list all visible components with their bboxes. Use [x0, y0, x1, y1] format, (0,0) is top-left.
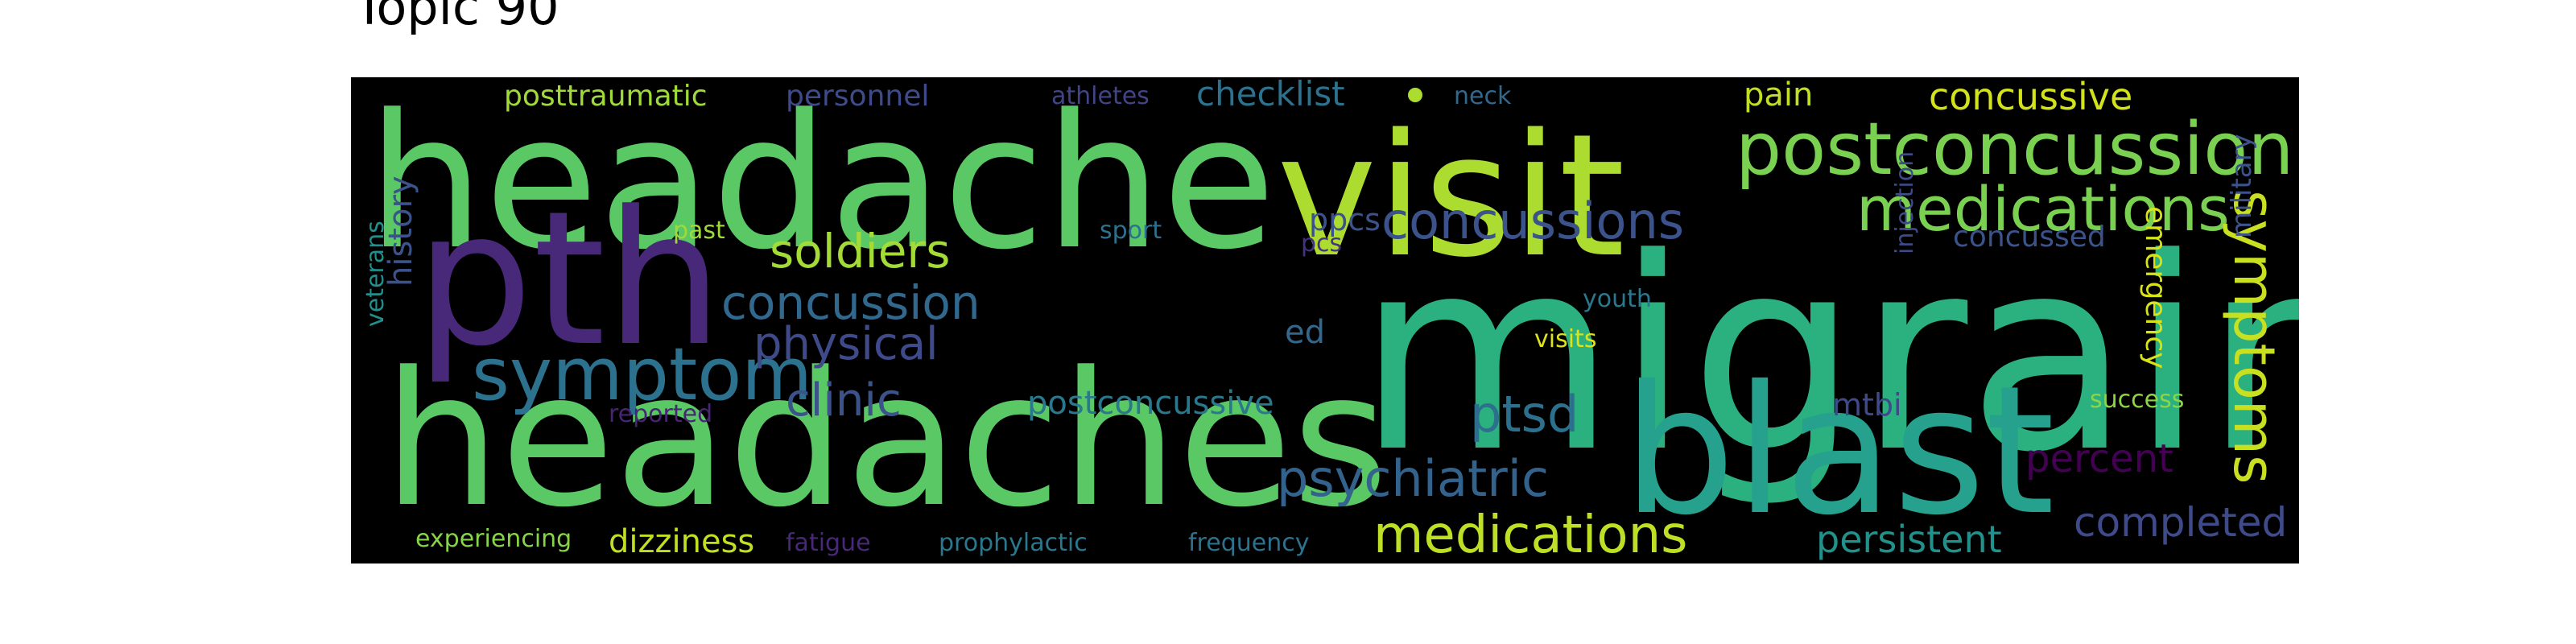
word-soldiers: soldiers — [770, 224, 951, 279]
word-personnel: personnel — [786, 80, 929, 113]
figure-title: Topic 90 — [354, 0, 559, 36]
word-sport: sport — [1100, 217, 1162, 245]
word-past: past — [673, 217, 725, 245]
word-percent: percent — [2025, 436, 2174, 481]
word-concussive: concussive — [1929, 77, 2132, 118]
word-history: history — [382, 175, 419, 287]
word-neck: neck — [1454, 82, 1512, 110]
stray-dot — [1408, 88, 1422, 102]
word-success: success — [2090, 386, 2184, 414]
word-mtbi: mtbi — [1832, 387, 1902, 423]
word-medications: medications — [1373, 506, 1687, 564]
word-symptom: symptom — [472, 332, 812, 417]
word-prophylactic: prophylactic — [939, 529, 1088, 557]
word-postconcussion: postconcussion — [1736, 107, 2293, 192]
word-emergency: emergency — [2139, 206, 2172, 369]
word-military: military — [2226, 134, 2258, 238]
word-pth: pth — [415, 172, 723, 387]
word-medications: medications — [1856, 173, 2230, 245]
word-checklist: checklist — [1196, 77, 1345, 114]
word-athletes: athletes — [1051, 82, 1150, 110]
word-physical: physical — [753, 318, 939, 370]
word-frequency: frequency — [1188, 529, 1309, 557]
word-blast: blast — [1623, 348, 2054, 554]
word-persistent: persistent — [1816, 518, 2002, 561]
word-visits: visits — [1534, 325, 1596, 353]
word-concussion: concussion — [721, 275, 980, 330]
word-cloud: migraine headache headaches visit pth blast po… — [351, 77, 2299, 564]
word-reported: reported — [609, 400, 712, 428]
word-headaches: headaches — [383, 333, 1389, 548]
word-ed: ed — [1285, 314, 1325, 351]
word-concussions: concussions — [1381, 192, 1684, 250]
word-concussed: concussed — [1953, 221, 2106, 254]
word-psychiatric: psychiatric — [1277, 449, 1549, 508]
word-dizziness: dizziness — [609, 523, 754, 560]
word-headache: headache — [367, 77, 1276, 291]
word-posttraumatic: posttraumatic — [504, 80, 708, 113]
word-postconcussive: postconcussive — [1027, 385, 1274, 422]
word-clinic: clinic — [786, 374, 902, 427]
word-pain: pain — [1744, 77, 1813, 114]
word-veterans: veterans — [361, 221, 390, 327]
word-migraine: migraine — [1357, 201, 2299, 510]
word-symptoms: symptoms — [2221, 190, 2287, 484]
word-cloud-canvas: migraine headache headaches visit pth blast po… — [361, 77, 2299, 564]
word-ptsd: ptsd — [1470, 385, 1579, 444]
word-visit: visit — [1277, 97, 1625, 295]
word-pcs: pcs — [1301, 229, 1342, 258]
word-injection: injection — [1891, 151, 1919, 254]
word-completed: completed — [2074, 499, 2287, 546]
word-experiencing: experiencing — [415, 525, 572, 553]
word-fatigue: fatigue — [786, 529, 871, 557]
word-youth: youth — [1583, 285, 1652, 313]
word-ppcs: ppcs — [1309, 202, 1381, 237]
